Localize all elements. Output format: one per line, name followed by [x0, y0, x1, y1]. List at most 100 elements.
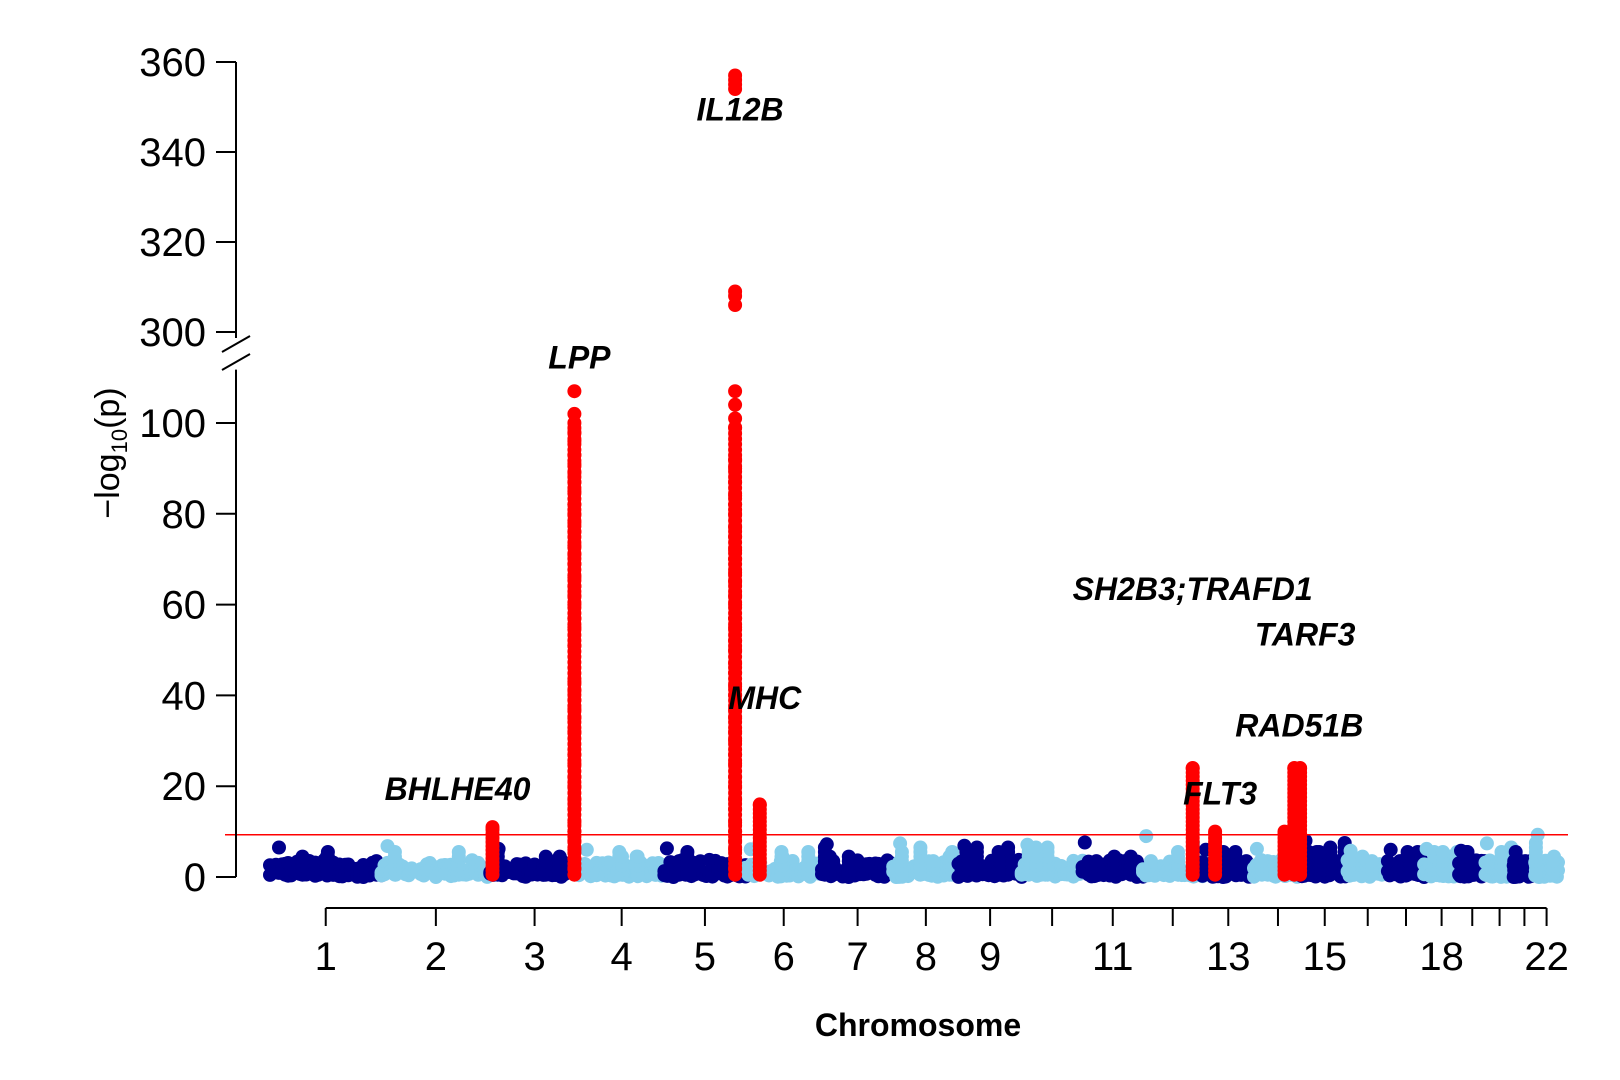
chrom-2-points [374, 839, 498, 884]
y-tick-label: 340 [139, 131, 206, 175]
snp-point [969, 840, 984, 855]
snp-point [1312, 845, 1327, 859]
chrom-1-points [263, 840, 389, 884]
snp-point [1089, 854, 1104, 869]
snp-point [630, 849, 645, 864]
snp-point [991, 845, 1006, 859]
gene-label: FLT3 [1183, 775, 1257, 811]
y-axis-title: −log10(p) [89, 387, 132, 518]
snp-point [819, 837, 834, 852]
chrom-4-points [571, 842, 672, 884]
locus-il12b-points [728, 68, 743, 882]
x-tick-label: 3 [523, 935, 545, 979]
significant-snp-point [752, 797, 767, 812]
snp-point [1400, 845, 1415, 859]
x-tick-label: 11 [1092, 935, 1134, 979]
y-tick-label: 80 [162, 493, 207, 537]
snp-point [451, 845, 466, 859]
y-tick-label: 40 [162, 674, 207, 718]
gene-label: MHC [728, 680, 802, 716]
significant-snp-point [728, 384, 743, 399]
snp-point [1254, 854, 1269, 869]
y-axis-title-subscript: 10 [107, 429, 132, 453]
locus-tarf3-points [1293, 761, 1308, 882]
locus-mhc-points [752, 797, 767, 882]
snp-point [1249, 841, 1264, 856]
y-tick-label: 320 [139, 221, 206, 265]
locus-flt3-points [1208, 824, 1223, 882]
x-tick-label: 22 [1524, 935, 1569, 979]
snp-point [1139, 829, 1154, 844]
chrom-10-points [1014, 837, 1090, 884]
snp-point [926, 854, 941, 869]
x-tick-label: 13 [1206, 935, 1251, 979]
snp-point [552, 849, 567, 864]
y-tick-label: 360 [139, 41, 206, 85]
svg-text:−log10(p): −log10(p) [89, 387, 132, 518]
snp-point [295, 849, 310, 864]
y-axis-title-prefix: −log [89, 453, 127, 518]
significant-snp-point [1293, 761, 1308, 775]
snp-point [1077, 835, 1092, 850]
significant-snp-point [1208, 824, 1223, 839]
snp-point [893, 836, 908, 851]
snp-point [1419, 841, 1434, 856]
snp-point [1454, 843, 1468, 858]
x-axis: 1 2 3 4 5 6 7 8 9 11 13 15 18 22 [315, 907, 1569, 979]
y-tick-label: 0 [184, 856, 206, 900]
snp-point [659, 841, 674, 856]
snp-point [801, 845, 816, 859]
gene-label: BHLHE40 [385, 771, 531, 807]
snp-point [841, 849, 856, 864]
snp-point [957, 838, 972, 853]
y-tick-label: 300 [139, 311, 206, 355]
snp-point [1545, 854, 1560, 869]
significant-snp-point [728, 298, 743, 312]
x-tick-label: 8 [915, 935, 937, 979]
x-tick-label: 15 [1303, 935, 1348, 979]
y-tick-label: 60 [162, 584, 207, 628]
axis-break-mark [221, 335, 251, 353]
snp-point [1126, 854, 1141, 869]
significant-points [485, 68, 1308, 882]
snp-point [1342, 854, 1357, 869]
snp-point [1020, 837, 1035, 852]
chrom-6-points [738, 842, 829, 884]
snp-point [615, 849, 629, 864]
locus-sh2b3-trafd1-points [1185, 761, 1200, 882]
locus-bhlhe40-points [485, 820, 500, 882]
x-tick-label: 18 [1419, 935, 1464, 979]
snp-point [1228, 845, 1243, 859]
snp-point [320, 845, 335, 859]
significant-snp-point [567, 384, 582, 399]
snp-point [380, 839, 395, 854]
significant-snp-point [728, 397, 743, 412]
axis-break-mark [221, 353, 251, 371]
snp-point [1144, 854, 1158, 869]
y-tick-label: 20 [162, 765, 207, 809]
y-axis: 0 20 40 60 80 100 300 320 340 360 [139, 41, 251, 900]
gene-label: TARF3 [1255, 617, 1356, 653]
significant-snp-point [728, 421, 743, 435]
chrom-22-points [1528, 827, 1565, 884]
y-tick-label: 100 [139, 402, 206, 446]
x-tick-label: 4 [611, 935, 633, 979]
x-tick-label: 5 [694, 935, 716, 979]
snp-point [579, 842, 594, 857]
x-axis-title: Chromosome [815, 1007, 1021, 1043]
snp-point [1107, 849, 1122, 864]
x-tick-label: 2 [425, 935, 447, 979]
x-tick-label: 6 [773, 935, 795, 979]
snp-point [1479, 836, 1494, 851]
snp-point [680, 845, 695, 859]
significant-snp-point [567, 421, 582, 435]
background-points [263, 827, 1565, 884]
locus-lpp-points [567, 384, 582, 882]
snp-point [1040, 840, 1055, 855]
snp-point [1323, 840, 1338, 855]
snp-point [1435, 845, 1450, 859]
significant-snp-point [728, 82, 743, 96]
x-tick-label: 1 [315, 935, 337, 979]
snp-point [945, 845, 960, 859]
snp-point [913, 840, 928, 855]
